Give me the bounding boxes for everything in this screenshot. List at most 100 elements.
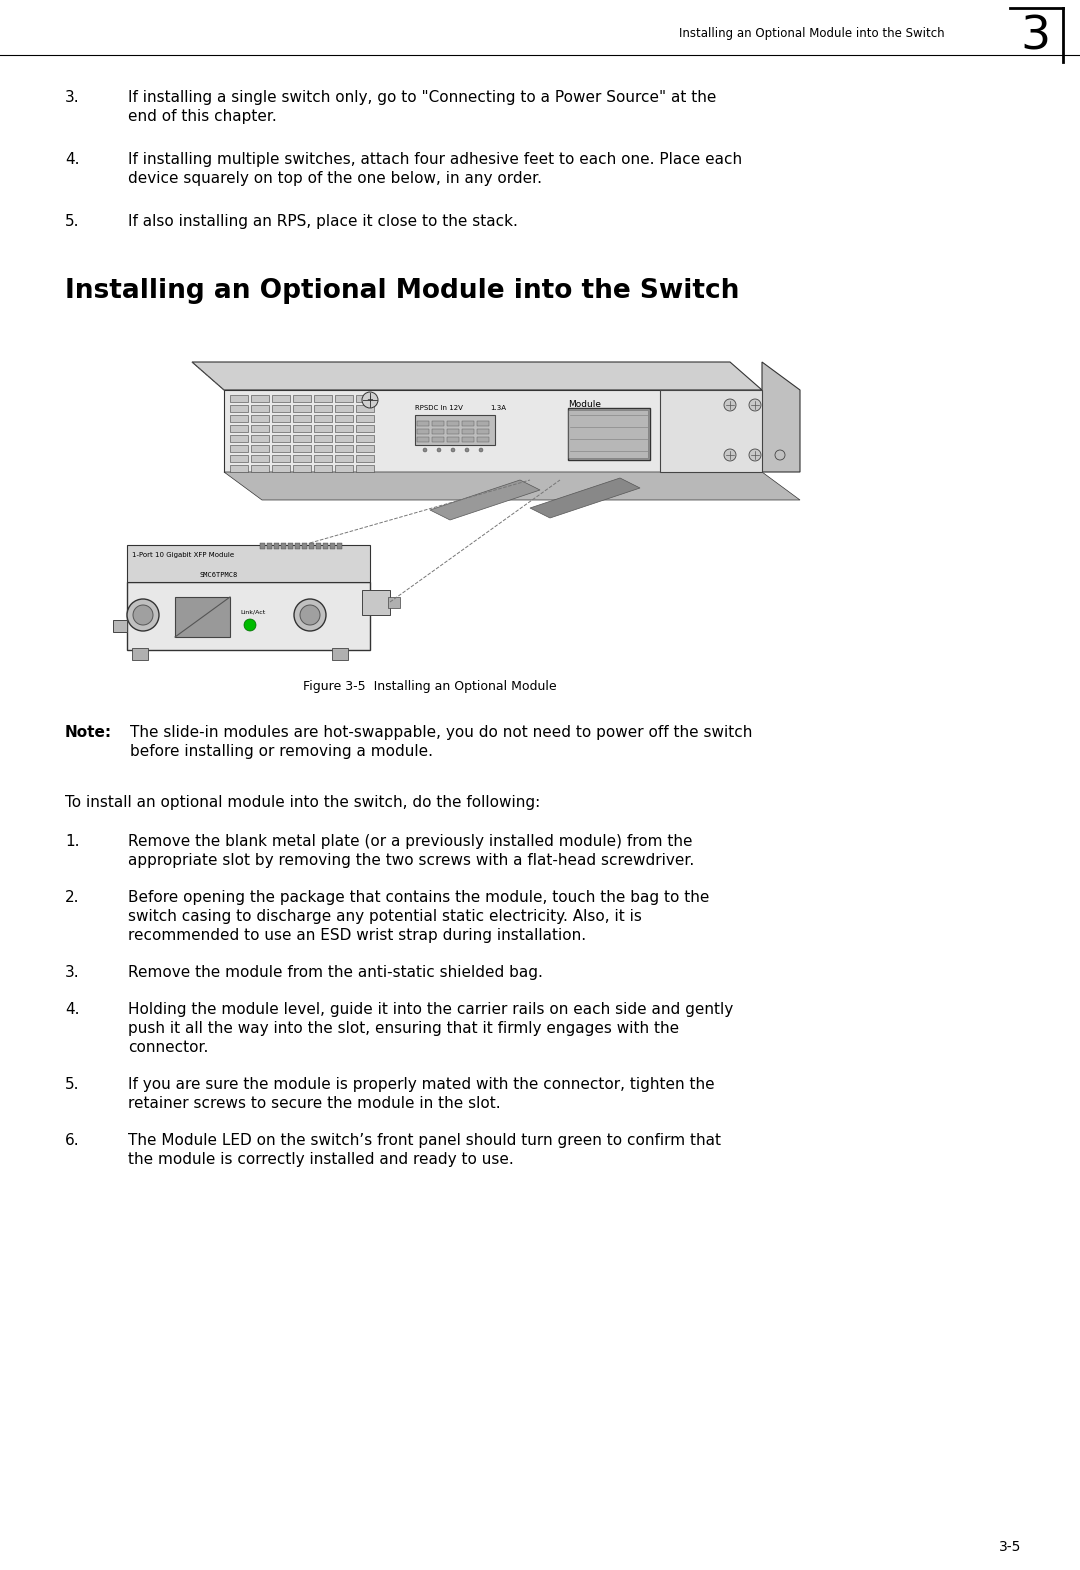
Text: device squarely on top of the one below, in any order.: device squarely on top of the one below,… [129,171,542,185]
Polygon shape [192,363,762,389]
Bar [272,405,291,411]
Text: 4.: 4. [65,152,80,166]
Bar [260,543,265,549]
Text: retainer screws to secure the module in the slot.: retainer screws to secure the module in … [129,1096,501,1112]
Circle shape [724,449,735,462]
Circle shape [750,449,761,462]
Text: If installing a single switch only, go to "Connecting to a Power Source" at the: If installing a single switch only, go t… [129,89,716,105]
Bar [356,425,374,432]
Bar [314,425,332,432]
Bar [432,429,444,433]
Circle shape [775,451,785,460]
Bar [462,436,474,443]
Bar [314,455,332,462]
Text: appropriate slot by removing the two screws with a flat-head screwdriver.: appropriate slot by removing the two scr… [129,853,694,868]
Text: The Module LED on the switch’s front panel should turn green to confirm that: The Module LED on the switch’s front pan… [129,1134,721,1148]
Circle shape [724,399,735,411]
Circle shape [127,600,159,631]
Circle shape [480,447,483,452]
Bar [272,465,291,473]
Text: before installing or removing a module.: before installing or removing a module. [130,744,433,758]
Polygon shape [388,597,400,608]
Polygon shape [660,389,762,473]
Text: end of this chapter.: end of this chapter. [129,108,276,124]
Bar [432,421,444,425]
Bar [251,414,269,422]
Bar [432,436,444,443]
Text: Before opening the package that contains the module, touch the bag to the: Before opening the package that contains… [129,890,710,904]
Text: SMC6TPMC8: SMC6TPMC8 [200,571,239,578]
Circle shape [362,392,378,408]
Text: 3-5: 3-5 [999,1540,1022,1554]
Text: 3.: 3. [65,89,80,105]
Text: 1.: 1. [65,834,80,849]
Bar [281,543,286,549]
Circle shape [423,447,427,452]
Bar [293,396,311,402]
Text: 2.: 2. [65,890,80,904]
Bar [335,405,353,411]
Polygon shape [568,410,648,458]
Bar [417,436,429,443]
Bar [356,444,374,452]
Polygon shape [568,408,650,460]
Polygon shape [430,480,540,520]
Circle shape [244,619,256,631]
Bar [462,421,474,425]
Circle shape [294,600,326,631]
Text: If you are sure the module is properly mated with the connector, tighten the: If you are sure the module is properly m… [129,1077,715,1093]
Polygon shape [332,648,348,659]
Bar [356,405,374,411]
Text: connector.: connector. [129,1039,208,1055]
Bar [335,455,353,462]
Bar [330,543,335,549]
Polygon shape [132,648,148,659]
Bar [272,435,291,443]
Text: 5.: 5. [65,214,80,229]
Text: 1.3A: 1.3A [490,405,507,411]
Polygon shape [113,620,127,633]
Bar [251,465,269,473]
Text: 3.: 3. [65,966,80,980]
Bar [251,396,269,402]
Text: Module: Module [568,400,600,410]
Bar [417,421,429,425]
Bar [314,465,332,473]
Text: If also installing an RPS, place it close to the stack.: If also installing an RPS, place it clos… [129,214,518,229]
Circle shape [133,604,153,625]
Text: push it all the way into the slot, ensuring that it firmly engages with the: push it all the way into the slot, ensur… [129,1020,679,1036]
Polygon shape [175,597,230,637]
Bar [293,435,311,443]
Text: 4.: 4. [65,1002,80,1017]
Bar [335,465,353,473]
Bar [302,543,307,549]
Text: 3: 3 [1020,14,1050,60]
Polygon shape [224,389,762,473]
Polygon shape [362,590,390,615]
Bar [230,465,248,473]
Bar [417,429,429,433]
Polygon shape [127,545,370,582]
Text: If installing multiple switches, attach four adhesive feet to each one. Place ea: If installing multiple switches, attach … [129,152,742,166]
Bar [337,543,342,549]
Bar [295,543,300,549]
Polygon shape [127,582,370,650]
Bar [293,455,311,462]
Text: 1-Port 10 Gigabit XFP Module: 1-Port 10 Gigabit XFP Module [132,553,234,557]
Text: Remove the module from the anti-static shielded bag.: Remove the module from the anti-static s… [129,966,543,980]
Bar [335,435,353,443]
Circle shape [465,447,469,452]
Bar [415,414,495,444]
Bar [272,455,291,462]
Text: recommended to use an ESD wrist strap during installation.: recommended to use an ESD wrist strap du… [129,928,586,944]
Bar [251,455,269,462]
Bar [316,543,321,549]
Bar [251,444,269,452]
Bar [356,465,374,473]
Polygon shape [762,363,800,473]
Text: Remove the blank metal plate (or a previously installed module) from the: Remove the blank metal plate (or a previ… [129,834,692,849]
Bar [288,543,293,549]
Bar [477,421,489,425]
Bar [230,405,248,411]
Bar [293,465,311,473]
